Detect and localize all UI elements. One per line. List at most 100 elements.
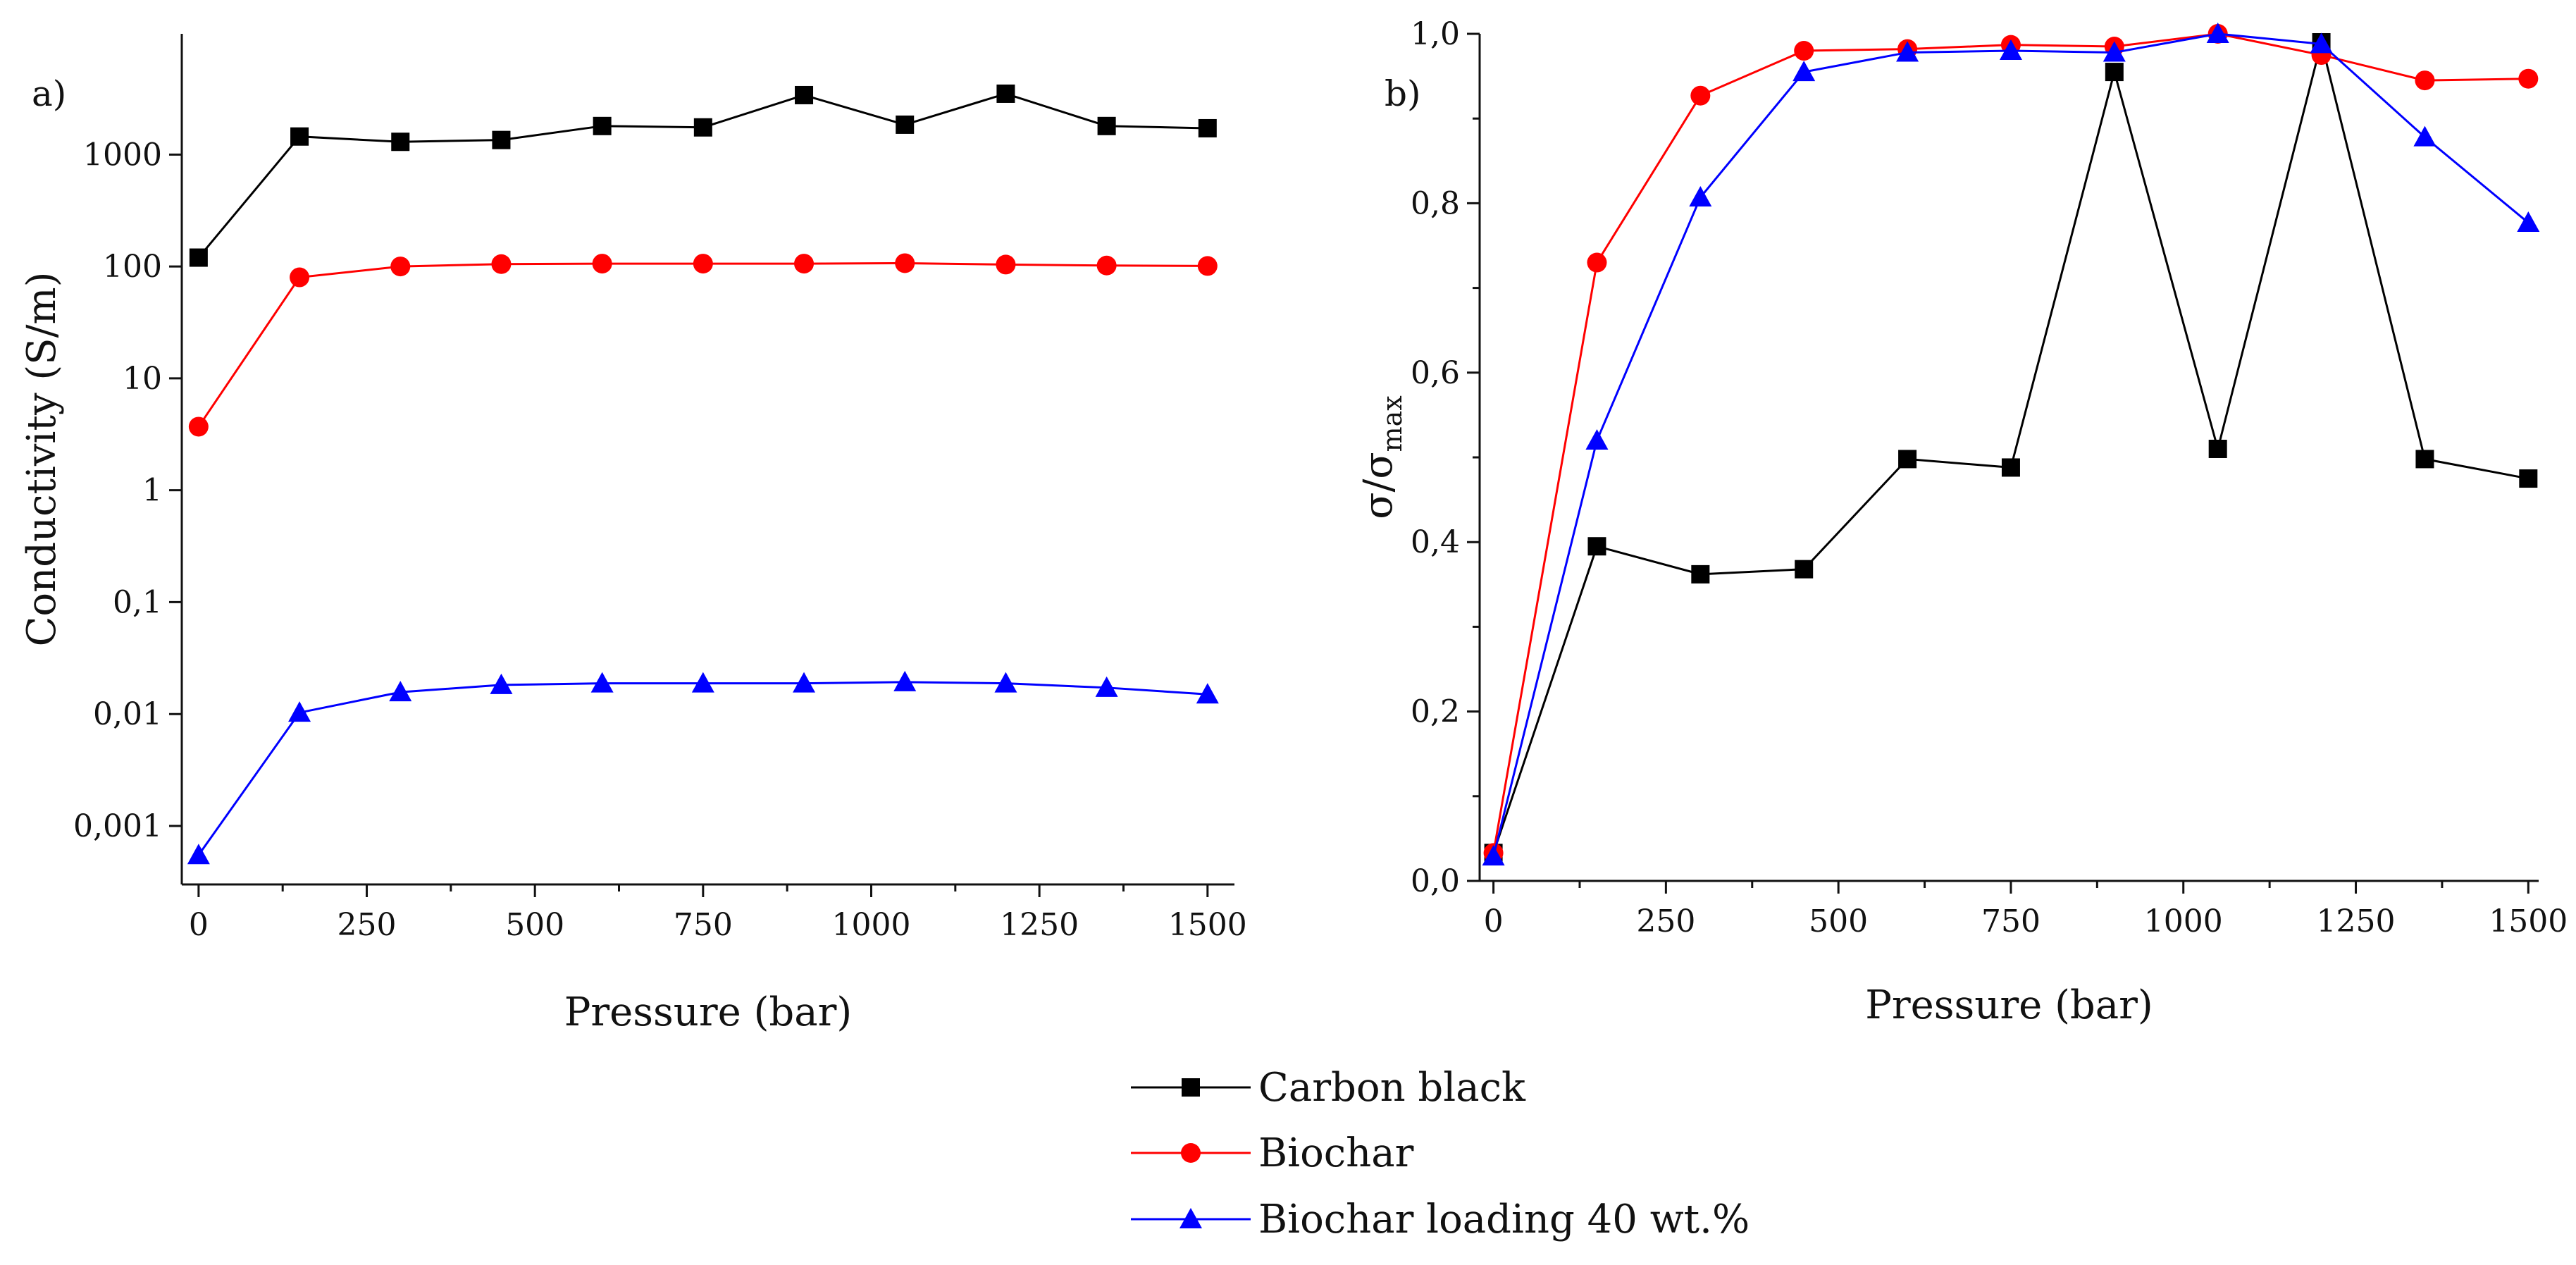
data-point (794, 254, 815, 274)
y-tick-label: 0,2 (1411, 694, 1460, 730)
data-point (793, 672, 816, 693)
y-axis-title: Conductivity (S/m) (19, 272, 65, 647)
data-point (290, 267, 310, 288)
legend-label: Carbon black (1258, 1065, 1526, 1111)
x-tick-label: 250 (338, 907, 397, 943)
panel-b-normalized-chart: 0 250 500 750 1000 1250 1500 0,0 0,2 0,4 0,6 0,8 1,0… (1356, 16, 2568, 1028)
data-point (2206, 23, 2229, 43)
panel-label: a) (32, 73, 66, 114)
data-point (593, 116, 612, 135)
panel-label: b) (1385, 73, 1421, 114)
data-point (996, 254, 1016, 275)
x-tick-label: 1250 (1000, 907, 1079, 943)
data-point (2310, 32, 2333, 54)
data-point (288, 701, 311, 722)
legend: Carbon black Biochar Biochar loading 40 wt… (1131, 1065, 1750, 1242)
y-axis-title-main: σ/σ (1356, 452, 1401, 519)
data-point (1482, 845, 1505, 866)
legend-label: Biochar (1258, 1130, 1414, 1176)
x-tick-label: 250 (1636, 903, 1695, 939)
series-circle (188, 253, 1218, 437)
series-triangle (1482, 23, 2540, 866)
data-point (189, 248, 208, 267)
y-tick-label: 0,1 (113, 584, 162, 620)
data-point (1898, 450, 1917, 469)
data-point (592, 254, 612, 274)
x-tick-label: 1500 (1168, 907, 1247, 943)
data-point (389, 681, 412, 702)
x-tick-label: 500 (505, 907, 564, 943)
data-point (1097, 116, 1116, 135)
legend-marker (1182, 1078, 1200, 1097)
data-point (1999, 39, 2022, 61)
x-tick-label: 750 (674, 907, 733, 943)
data-point (1196, 683, 1219, 704)
x-tick-label: 500 (1809, 903, 1868, 939)
y-tick-label: 1 (142, 473, 162, 509)
series-triangle (187, 670, 1219, 865)
legend-item: Biochar loading 40 wt.% (1131, 1197, 1750, 1242)
data-point (490, 673, 513, 694)
data-point (1689, 185, 1712, 206)
data-point (996, 84, 1015, 103)
data-point (2413, 125, 2436, 147)
y-tick-label: 0,4 (1411, 524, 1460, 560)
data-point (2208, 439, 2227, 458)
data-point (1587, 537, 1606, 556)
series-square (189, 84, 1217, 267)
y-tick-label: 0,6 (1411, 355, 1460, 391)
x-tick-label: 0 (189, 907, 209, 943)
y-tick-label: 1,0 (1411, 16, 1460, 52)
data-point (2105, 63, 2124, 82)
data-point (1795, 560, 1814, 579)
legend-item: Biochar (1131, 1130, 1414, 1176)
data-point (693, 118, 712, 137)
data-point (391, 132, 410, 152)
y-tick-label: 0,001 (73, 808, 162, 844)
series-square (1484, 33, 2538, 863)
data-point (2415, 450, 2434, 469)
data-point (188, 416, 209, 437)
data-point (1792, 61, 1816, 82)
y-tick-label: 0,01 (93, 696, 162, 732)
y-tick-label: 0,0 (1411, 863, 1460, 899)
data-point (1896, 41, 1919, 62)
series-circle (1483, 24, 2539, 863)
data-point (2518, 68, 2539, 89)
x-tick-label: 750 (1981, 903, 2041, 939)
panel-a-conductivity-chart: 0 250 500 750 1000 1250 1500 0,001 0,01 0,1 1 10 100… (19, 34, 1247, 1035)
legend-item: Carbon black (1131, 1065, 1526, 1111)
legend-label: Biochar loading 40 wt.% (1258, 1197, 1750, 1242)
data-point (390, 257, 411, 277)
data-point (492, 130, 511, 149)
y-tick-label: 1000 (83, 137, 162, 173)
data-point (693, 254, 713, 274)
series-line (1492, 32, 2529, 853)
data-point (795, 85, 814, 104)
data-point (691, 672, 714, 693)
data-point (1585, 428, 1609, 450)
data-point (1690, 85, 1711, 106)
x-tick-label: 1000 (832, 907, 911, 943)
x-tick-label: 0 (1484, 903, 1504, 939)
series-line (197, 681, 1208, 856)
legend-marker (1179, 1208, 1202, 1228)
data-point (895, 253, 915, 273)
series-line (197, 261, 1208, 428)
y-tick-label: 0,8 (1411, 185, 1460, 221)
x-tick-label: 1250 (2317, 903, 2396, 939)
data-point (2103, 41, 2126, 62)
data-point (896, 115, 915, 134)
y-tick-label: 100 (103, 249, 162, 285)
data-point (1794, 41, 1814, 61)
data-point (994, 672, 1017, 693)
y-axis-title: σ/σmax (1356, 395, 1408, 519)
data-point (2001, 458, 2020, 477)
y-tick-label: 10 (123, 361, 162, 397)
y-axis-title-subscript: max (1377, 395, 1408, 452)
data-point (1691, 564, 1710, 584)
data-point (1198, 118, 1217, 137)
x-axis-title: Pressure (bar) (1865, 982, 2153, 1028)
series-line (1492, 32, 2529, 857)
